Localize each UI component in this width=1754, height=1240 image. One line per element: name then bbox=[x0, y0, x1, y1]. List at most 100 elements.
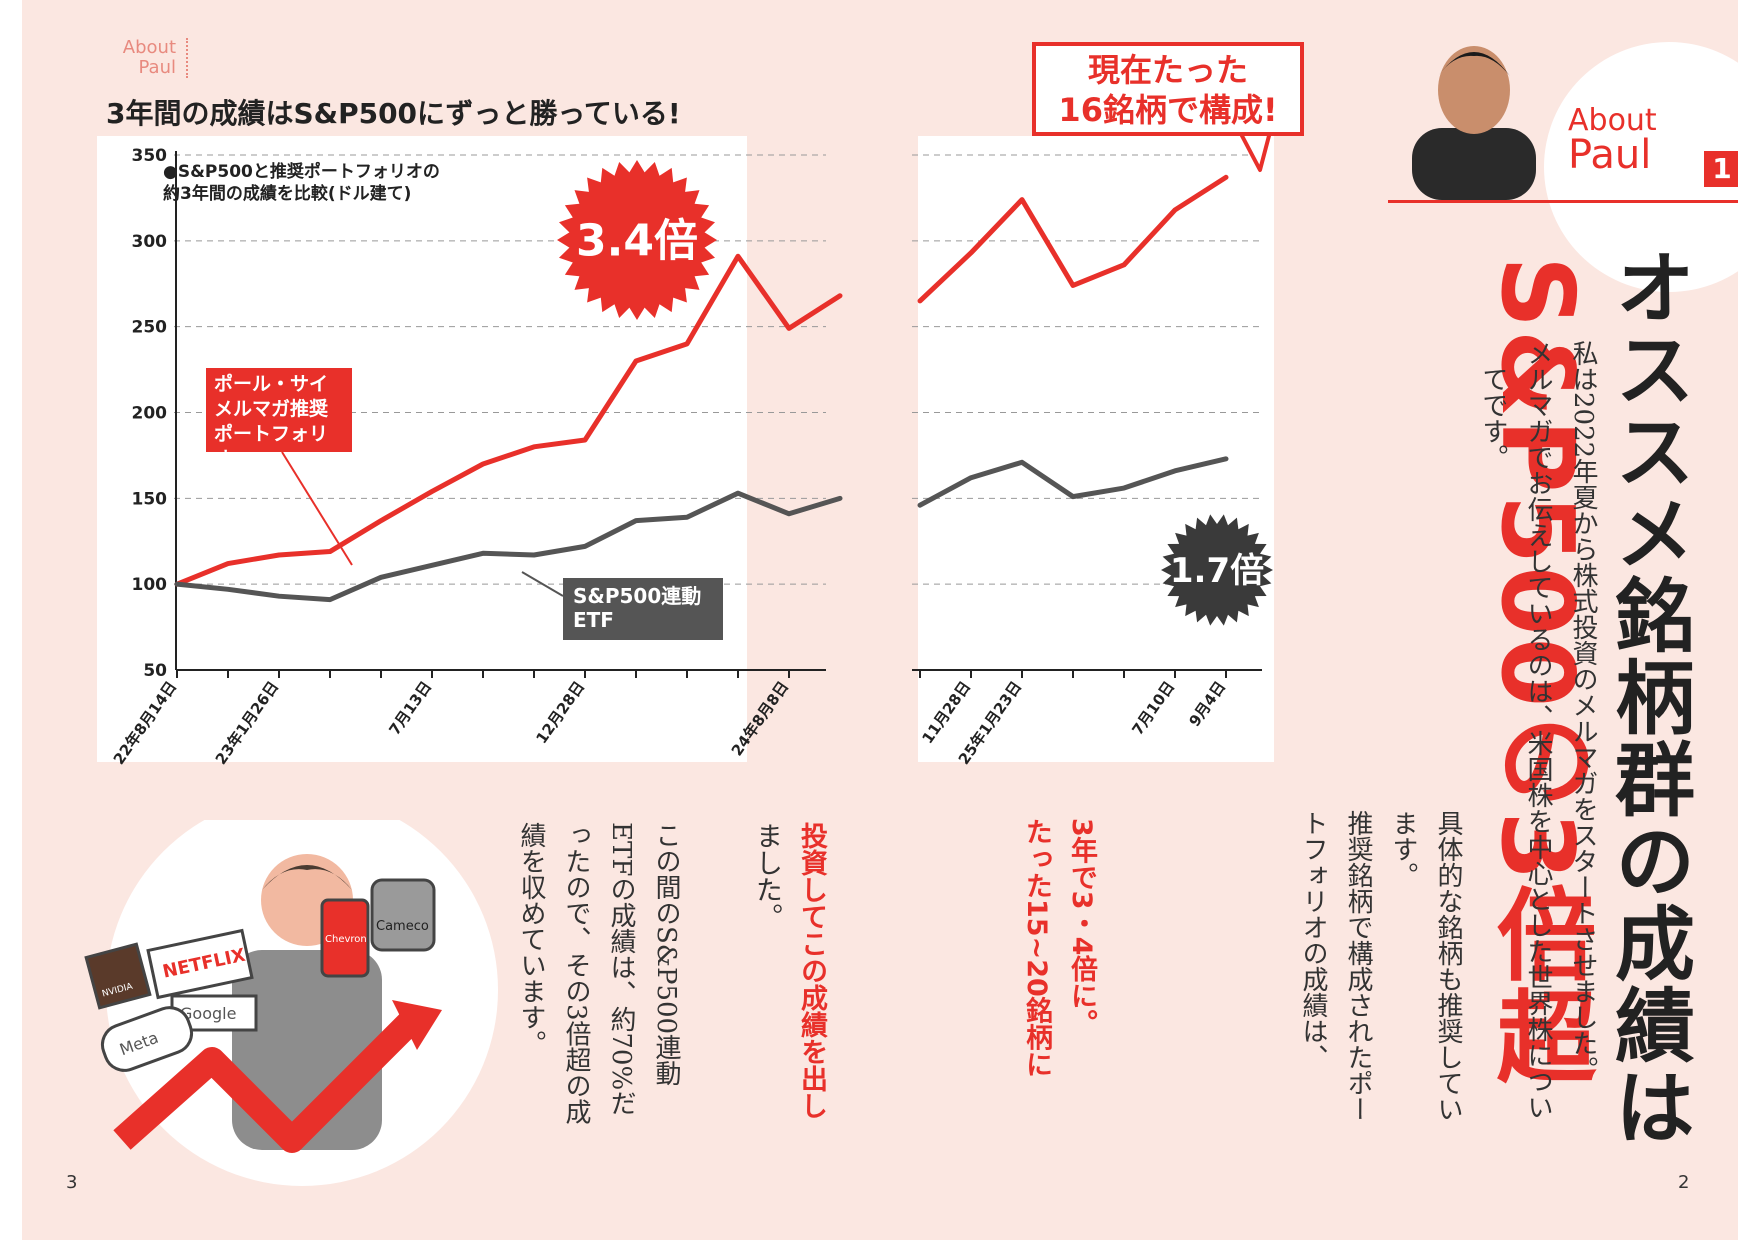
left-body-line4: 績を収めています。 bbox=[516, 822, 546, 1056]
page-number-left: 3 bbox=[66, 1172, 78, 1193]
right-body-line1: 私は2022年夏から株式投資のメルマガをスタートさせました。 bbox=[1568, 340, 1598, 1083]
right-body-text: 私は2022年夏から株式投資のメルマガをスタートさせました。 メルマガでお伝えし… bbox=[1290, 340, 1605, 1140]
data-point-s0-g0-4 bbox=[379, 519, 383, 523]
about-number-badge: 1 bbox=[1704, 151, 1738, 187]
data-point-s0-g0-1 bbox=[226, 562, 230, 566]
holdings-callout: 現在たった 16銘柄で構成! bbox=[1032, 42, 1304, 136]
data-point-s0-g0-12 bbox=[787, 326, 791, 330]
data-point-s1-g0-9 bbox=[634, 519, 638, 523]
badge-3-4x-shape bbox=[557, 160, 717, 320]
badge-1-7x-shape bbox=[1161, 514, 1273, 626]
about-label: About bbox=[1568, 103, 1657, 138]
data-point-s0-g0-2 bbox=[277, 553, 281, 557]
data-point-s1-g0-10 bbox=[685, 515, 689, 519]
arrow-head-icon bbox=[392, 1000, 442, 1050]
right-body-line2: メルマガでお伝えしているのは、米国株を中心とした世界株につい bbox=[1523, 340, 1553, 1120]
data-point-s0-g0-6 bbox=[481, 462, 485, 466]
data-point-s0-g0-5 bbox=[430, 489, 434, 493]
left-body-line2: ETFの成績は、約70%だ bbox=[606, 822, 636, 1117]
headline-red: S&P500の3倍超 bbox=[1479, 256, 1596, 1087]
y-tick-label-350: 350 bbox=[132, 146, 168, 166]
data-point-s1-g1-2 bbox=[1020, 460, 1024, 464]
data-point-s1-g0-0 bbox=[175, 582, 179, 586]
y-tick-label-300: 300 bbox=[132, 232, 168, 252]
portfolio-label-line1: ポール・サイ bbox=[214, 373, 329, 395]
about-tag-line1: About bbox=[122, 37, 176, 58]
magazine-spread: About Paul 3年間の成績はS&P500にずっと勝っている! 350 30… bbox=[22, 0, 1738, 1240]
chart-title: 3年間の成績はS&P500にずっと勝っている! bbox=[106, 97, 681, 130]
x-tick-label-5: 11月28日 bbox=[918, 678, 974, 747]
data-point-s1-g0-6 bbox=[481, 551, 485, 555]
data-point-s0-g0-11 bbox=[736, 254, 740, 258]
data-point-s0-g0-10 bbox=[685, 342, 689, 346]
portfolio-label-line3: ポートフォリオ bbox=[214, 423, 329, 470]
left-body-line1: この間のS&P500連動 bbox=[651, 822, 681, 1087]
y-tick-label-250: 250 bbox=[132, 318, 168, 338]
data-point-s1-g1-0 bbox=[918, 503, 922, 507]
x-tick-label-1: 23年1月26日 bbox=[212, 678, 282, 768]
data-point-s1-g1-5 bbox=[1173, 469, 1177, 473]
data-point-s1-g0-1 bbox=[226, 587, 230, 591]
headline-black: オススメ銘柄群の成績は bbox=[1602, 246, 1695, 1148]
series-line-0-segment-1 bbox=[917, 174, 1229, 304]
x-tick-label-7: 7月10日 bbox=[1128, 678, 1178, 739]
data-point-s0-g0-13 bbox=[838, 294, 842, 298]
portfolio-label-line2: メルマガ推奨 bbox=[214, 398, 329, 420]
data-point-s0-g0-7 bbox=[532, 445, 536, 449]
data-point-s1-g0-8 bbox=[583, 544, 587, 548]
chart-note-line2: 約3年間の成績を比較(ドル建て) bbox=[163, 184, 412, 204]
left-body-first: 投資してこの成績を出し ました。 bbox=[744, 822, 834, 1119]
data-point-s1-g0-13 bbox=[838, 496, 842, 500]
data-point-s0-g1-2 bbox=[1020, 198, 1024, 202]
logo-google-text: Google bbox=[180, 1004, 236, 1023]
y-tick-label-50: 50 bbox=[143, 661, 167, 681]
investor-illustration: NETFLIX Google Meta NVIDIA Cameco Chevro… bbox=[84, 820, 498, 1186]
data-point-s1-g0-12 bbox=[787, 512, 791, 516]
data-point-s0-g1-0 bbox=[918, 299, 922, 303]
about-name: Paul bbox=[1568, 132, 1652, 178]
data-point-s0-g1-6 bbox=[1224, 175, 1228, 179]
avatar bbox=[1412, 46, 1536, 200]
right-body-line6: 推奨銘柄で構成されたポー bbox=[1343, 810, 1373, 1122]
sp500-label-line1: S&P500連動 bbox=[573, 584, 702, 608]
right-body-line5: ます。 bbox=[1388, 810, 1418, 888]
page-number-right: 2 bbox=[1678, 1172, 1690, 1193]
x-tick-label-4: 24年8月8日 bbox=[728, 678, 793, 759]
y-tick-label-100: 100 bbox=[132, 575, 168, 595]
chart-note-line1: ●S&P500と推奨ポートフォリオの bbox=[163, 162, 440, 182]
data-point-s1-g0-5 bbox=[430, 563, 434, 567]
data-point-s0-g1-3 bbox=[1071, 283, 1075, 287]
about-tag-line2: Paul bbox=[138, 57, 177, 78]
sp500-label-line2: ETF bbox=[573, 608, 614, 632]
logo-netflix: NETFLIX bbox=[146, 928, 254, 1000]
data-point-s1-g0-3 bbox=[328, 598, 332, 602]
data-point-s1-g1-1 bbox=[969, 476, 973, 480]
right-body-line3: てです。 bbox=[1478, 366, 1508, 470]
data-point-s1-g1-4 bbox=[1122, 486, 1126, 490]
data-point-s1-g1-6 bbox=[1224, 457, 1228, 461]
callout-line1: 現在たった bbox=[1087, 51, 1248, 89]
data-point-s1-g1-3 bbox=[1071, 495, 1075, 499]
data-point-s1-g0-11 bbox=[736, 491, 740, 495]
data-point-s0-g0-9 bbox=[634, 359, 638, 363]
left-body-first-line1: 投資してこの成績を出し bbox=[796, 822, 827, 1119]
data-point-s0-g1-1 bbox=[969, 251, 973, 255]
emphasis-line1: 3年で3・4倍に。 bbox=[1066, 818, 1097, 1037]
about-paul-tag: About Paul bbox=[86, 38, 188, 78]
series-line-0-segment-0 bbox=[174, 253, 843, 587]
chart-note: ●S&P500と推奨ポートフォリオの 約3年間の成績を比較(ドル建て) bbox=[163, 161, 440, 205]
data-point-s0-g1-5 bbox=[1173, 208, 1177, 212]
callout-line2: 16銘柄で構成! bbox=[1058, 91, 1278, 129]
header-rule bbox=[1388, 200, 1738, 203]
emphasis-line2: たった15~20銘柄に bbox=[1021, 818, 1052, 1078]
person-hair bbox=[262, 865, 352, 890]
y-tick-label-200: 200 bbox=[132, 404, 168, 424]
logo-meta: Meta bbox=[100, 1006, 194, 1072]
badge-3-4x-text: 3.4倍 bbox=[576, 215, 698, 266]
data-point-s1-g0-7 bbox=[532, 553, 536, 557]
about-paul-heading: About Paul bbox=[1568, 103, 1657, 178]
sp500-leader-line bbox=[521, 571, 564, 597]
callout-pointer bbox=[1238, 130, 1272, 172]
logo-chevron-text: Chevron bbox=[325, 934, 367, 945]
